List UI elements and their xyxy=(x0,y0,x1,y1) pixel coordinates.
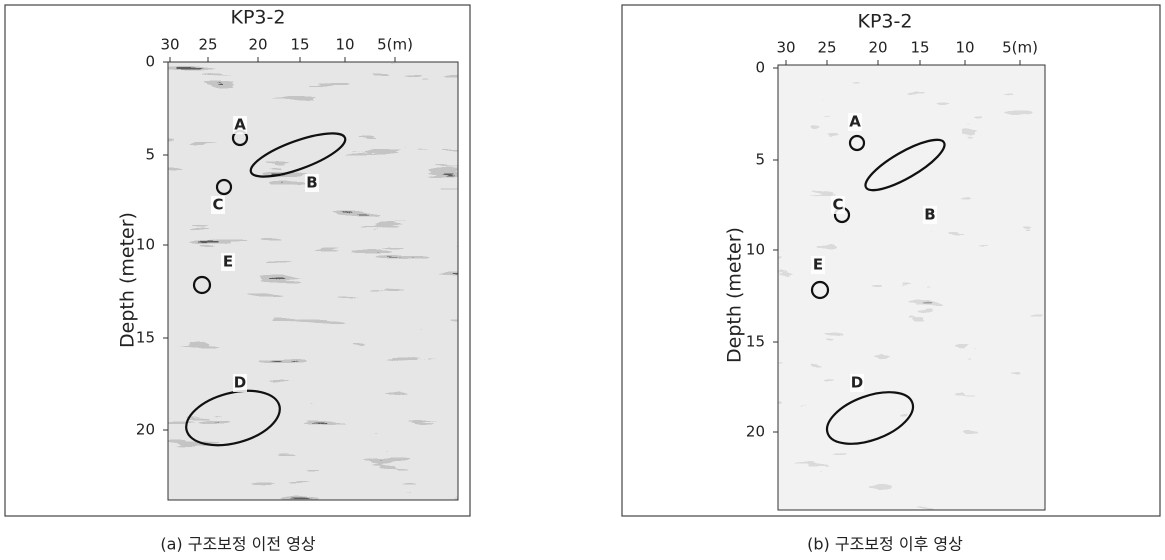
annotation-bg xyxy=(233,374,247,392)
y-tick-label: 5 xyxy=(145,146,155,164)
annotation-bg xyxy=(233,116,247,134)
annotation: C xyxy=(212,196,223,214)
panel-frame xyxy=(4,4,471,517)
annotation: D xyxy=(234,374,246,392)
x-tick-label: 5(m) xyxy=(1002,39,1038,57)
annotation: C xyxy=(832,196,843,214)
y-tick-label: 15 xyxy=(136,329,155,347)
y-axis-label: Depth (meter) xyxy=(724,227,746,363)
x-tick-label: 15 xyxy=(910,39,929,57)
annotation: E xyxy=(813,256,823,274)
x-tick-label: 15 xyxy=(290,36,309,54)
annotation: B xyxy=(306,174,317,192)
anomaly-outline xyxy=(864,138,946,192)
anomaly-outline xyxy=(192,275,212,295)
x-tick-label: 10 xyxy=(335,36,354,54)
annotation-bg xyxy=(211,196,225,214)
y-axis-label: Depth (meter) xyxy=(117,212,139,348)
annotation: E xyxy=(223,253,233,271)
y-tick-label: 5 xyxy=(755,151,765,169)
y-tick-label: 0 xyxy=(755,59,765,77)
annotation: A xyxy=(849,113,861,131)
panel: KP3-2 30 25 20 15 10 5(m) 0 5 10 15 20 Depth (meter)… xyxy=(4,4,471,554)
anomaly-outline xyxy=(825,391,915,445)
x-tick-label: 25 xyxy=(198,36,217,54)
annotation: D xyxy=(851,374,863,392)
anomaly-outline xyxy=(810,280,830,300)
caption: (a) 구조보정 이전 영상 xyxy=(160,535,316,554)
annotation: A xyxy=(234,116,246,134)
panel-title: KP3-2 xyxy=(858,11,913,33)
annotation-bg xyxy=(848,113,862,131)
annotation-bg xyxy=(221,253,235,271)
y-tick-label: 10 xyxy=(746,241,765,259)
plot-frame xyxy=(167,61,459,501)
radargram xyxy=(778,65,1045,510)
panel: KP3-2 30 25 20 15 10 5(m) 0 5 10 15 20 Depth (meter)… xyxy=(621,4,1161,554)
x-tick-label: 25 xyxy=(817,39,836,57)
y-tick-label: 10 xyxy=(136,236,155,254)
anomaly-outline xyxy=(249,132,347,178)
annotation-bg xyxy=(831,196,845,214)
annotation-bg xyxy=(850,374,864,392)
y-tick-label: 20 xyxy=(746,423,765,441)
anomaly-outline xyxy=(215,178,233,196)
x-tick-label: 10 xyxy=(955,39,974,57)
annotation-bg xyxy=(923,206,937,224)
x-tick-label: 30 xyxy=(776,39,795,57)
caption: (b) 구조보정 이후 영상 xyxy=(807,535,963,554)
annotation-bg xyxy=(305,174,319,192)
x-tick-label: 20 xyxy=(248,36,267,54)
panel-title: KP3-2 xyxy=(231,7,286,29)
annotation: B xyxy=(924,206,935,224)
y-tick-label: 15 xyxy=(746,333,765,351)
y-tick-label: 0 xyxy=(145,53,155,71)
x-tick-label: 5(m) xyxy=(377,36,413,54)
x-tick-label: 30 xyxy=(160,36,179,54)
panel-frame xyxy=(621,4,1161,517)
y-tick-label: 20 xyxy=(136,421,155,439)
radargram xyxy=(168,62,458,500)
anomaly-outline xyxy=(185,389,281,447)
x-tick-label: 20 xyxy=(868,39,887,57)
annotation-bg xyxy=(811,256,825,274)
anomaly-outline xyxy=(848,134,866,152)
plot-frame xyxy=(777,64,1046,511)
